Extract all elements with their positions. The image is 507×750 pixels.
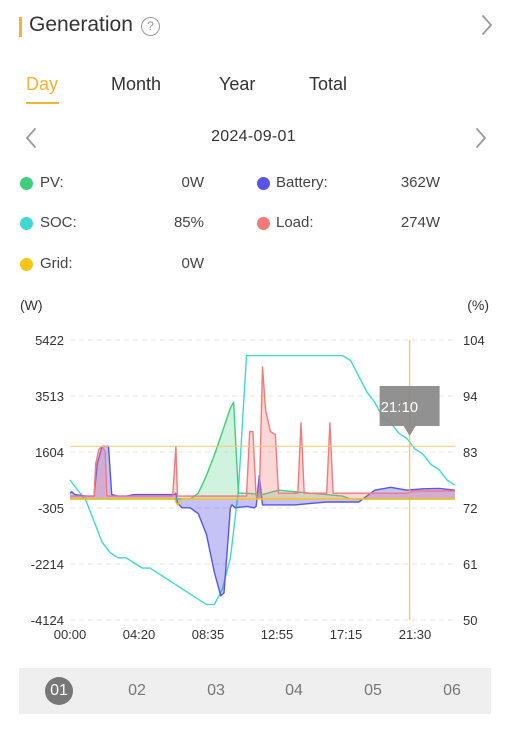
stat-grid: Grid: 0W: [0, 255, 240, 275]
tab-year[interactable]: Year: [219, 74, 256, 94]
x-tick: 21:30: [399, 627, 432, 642]
stat-pv: PV: 0W: [0, 174, 240, 194]
active-day-indicator: [45, 677, 73, 705]
generation-chart[interactable]: (W) (%) 5422 104 3513 94 1604 83 -305 72 -2214 61 -4…: [0, 290, 507, 650]
tab-month[interactable]: Month: [111, 74, 162, 94]
x-tick: 00:00: [54, 627, 87, 642]
soc-value: 85%: [173, 214, 204, 231]
battery-value: 362W: [400, 174, 440, 191]
section-header[interactable]: Generation ?: [0, 0, 507, 56]
tab-day[interactable]: Day: [26, 74, 59, 94]
chevron-left-icon[interactable]: [24, 126, 38, 150]
x-tick: 12:55: [261, 627, 294, 642]
help-icon[interactable]: ?: [141, 17, 160, 36]
y-right-tick: 104: [463, 333, 485, 348]
load-label: Load:: [276, 214, 314, 231]
y-left-tick: -2214: [31, 557, 64, 572]
day-01[interactable]: 01: [50, 682, 68, 699]
y-right-tick: 72: [463, 501, 477, 516]
load-value: 274W: [400, 214, 440, 231]
x-tick: 17:15: [330, 627, 363, 642]
chevron-right-icon[interactable]: [474, 126, 488, 150]
y-left-tick: 3513: [35, 389, 64, 404]
day-05[interactable]: 05: [364, 682, 382, 699]
y-left-tick: -4124: [31, 613, 64, 628]
day-06[interactable]: 06: [443, 682, 461, 699]
cursor-tooltip-pointer: [403, 426, 416, 436]
series-area-load: [70, 367, 455, 499]
y-right-tick: 50: [463, 613, 477, 628]
series-line-load: [70, 366, 455, 497]
period-tabs: Day Month Year Total: [0, 72, 507, 112]
cursor-tooltip: [379, 386, 440, 426]
series-line-battery: [69, 445, 456, 597]
pv-dot-icon: [20, 177, 33, 190]
section-title: Generation: [29, 13, 133, 36]
y-left-unit: (W): [20, 297, 43, 313]
y-left-tick: -305: [38, 501, 64, 516]
y-left-tick: 1604: [35, 445, 64, 460]
grid-dot-icon: [20, 258, 33, 271]
day-04[interactable]: 04: [285, 682, 303, 699]
pv-label: PV:: [40, 174, 64, 191]
grid-value: 0W: [181, 255, 205, 272]
day-02[interactable]: 02: [128, 682, 146, 699]
stat-battery: Battery: 362W: [0, 174, 507, 194]
stat-soc: SOC: 85%: [0, 214, 240, 234]
day-selector: [19, 668, 491, 714]
y-right-tick: 61: [463, 557, 477, 572]
y-right-unit: (%): [467, 297, 489, 313]
tab-total[interactable]: Total: [309, 74, 348, 94]
battery-dot-icon: [257, 177, 270, 190]
series-area-battery: [70, 446, 455, 596]
chart-svg[interactable]: (W) (%) 5422 104 3513 94 1604 83 -305 72 -2214 61 -4…: [0, 290, 507, 650]
y-left-tick: 5422: [35, 333, 64, 348]
y-right-tick: 94: [463, 389, 477, 404]
soc-dot-icon: [20, 217, 33, 230]
cursor-time-label: 21:10: [381, 399, 419, 416]
stat-load: Load: 274W: [0, 214, 507, 234]
chevron-right-icon[interactable]: [480, 13, 494, 37]
grid-label: Grid:: [40, 255, 73, 272]
date-navigator: 2024-09-01: [0, 122, 507, 152]
active-tab-underline: [26, 102, 59, 104]
soc-label: SOC:: [40, 214, 77, 231]
series-line-grid: [70, 498, 455, 506]
x-tick: 08:35: [192, 627, 225, 642]
title-accent-bar: [19, 17, 22, 37]
y-right-tick: 83: [463, 445, 477, 460]
battery-label: Battery:: [276, 174, 328, 191]
current-date[interactable]: 2024-09-01: [211, 128, 296, 145]
load-dot-icon: [257, 217, 270, 230]
x-tick: 04:20: [123, 627, 156, 642]
pv-value: 0W: [181, 174, 205, 191]
day-03[interactable]: 03: [207, 682, 225, 699]
